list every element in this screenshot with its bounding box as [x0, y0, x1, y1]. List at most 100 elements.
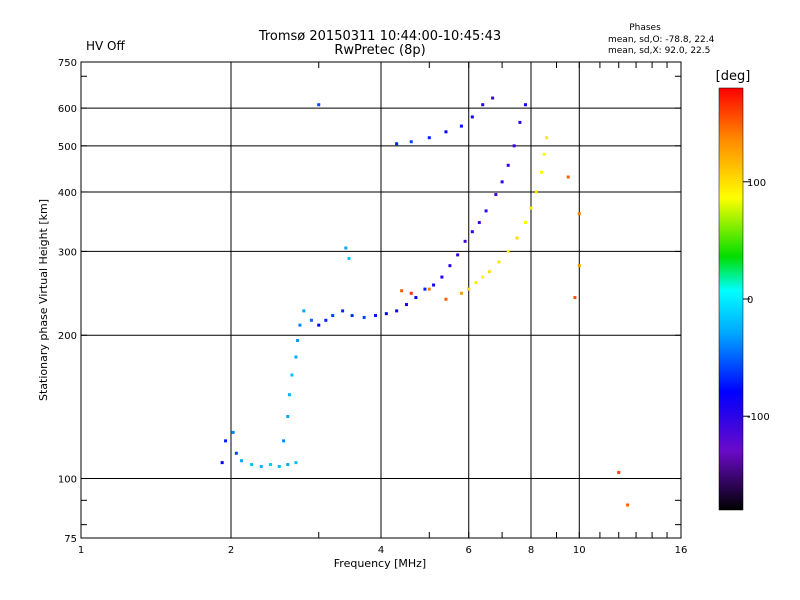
data-point-x — [573, 296, 577, 300]
data-point-x — [566, 175, 570, 179]
data-point-o — [220, 461, 224, 465]
data-point-o — [374, 314, 378, 318]
data-point-o — [287, 393, 291, 397]
data-point-o — [286, 463, 290, 467]
data-point-o — [231, 430, 235, 434]
data-point-o — [477, 221, 481, 225]
data-point-o — [494, 193, 498, 197]
data-point-o — [395, 309, 399, 313]
data-point-o — [484, 209, 488, 213]
y-tick-label: 600 — [58, 104, 77, 115]
data-point-o — [294, 355, 298, 359]
data-point-o — [350, 314, 354, 318]
colorbar-tick-label: -100 — [747, 412, 770, 423]
data-point-o — [506, 163, 510, 167]
data-point-o — [317, 103, 321, 107]
y-tick-label: 75 — [64, 534, 77, 545]
data-point-o — [309, 318, 313, 322]
phase-stats-x: mean, sd,X: 92.0, 22.5 — [608, 46, 710, 56]
data-point-x — [409, 291, 413, 295]
y-tick-label: 500 — [58, 142, 77, 153]
data-point-x — [524, 221, 528, 225]
data-point-o — [456, 253, 460, 257]
data-point-x — [427, 287, 431, 291]
data-point-o — [444, 130, 448, 134]
data-point-o — [470, 230, 474, 234]
data-point-o — [250, 463, 254, 467]
y-tick-label: 200 — [58, 331, 77, 342]
y-tick-label: 400 — [58, 188, 77, 199]
data-point-o — [459, 124, 463, 128]
phase-stats-o: mean, sd,O: -78.8, 22.4 — [608, 35, 715, 45]
data-point-o — [384, 312, 388, 316]
data-point-o — [294, 461, 298, 465]
x-tick-label: 10 — [573, 545, 586, 556]
phase-stats-title: Phases — [629, 23, 661, 33]
data-point-x — [459, 291, 463, 295]
data-point-x — [497, 260, 501, 264]
data-point-o — [524, 103, 528, 107]
data-point-o — [404, 303, 408, 307]
data-point-o — [470, 115, 474, 119]
data-point-o — [347, 256, 351, 260]
data-point-o — [409, 140, 413, 144]
data-point-o — [240, 459, 244, 463]
y-tick-label: 300 — [58, 247, 77, 258]
plot-area: 1 2 4 6 8 10 16 75 100 200 300 400 500 600 750 — [58, 58, 687, 556]
chart-title: Tromsø 20150311 10:44:00-10:45:43 — [258, 29, 501, 44]
data-point-o — [290, 373, 294, 377]
data-point-o — [481, 103, 485, 107]
x-tick-label: 4 — [378, 545, 384, 556]
data-points — [220, 96, 630, 507]
colorbar-ticks: 100 0 -100 — [743, 178, 770, 423]
data-point-x — [577, 264, 581, 268]
data-point-x — [400, 289, 404, 293]
x-tick-label: 6 — [466, 545, 472, 556]
data-point-o — [282, 439, 286, 443]
colorbar-tick-label: 100 — [747, 178, 766, 189]
data-point-x — [506, 249, 510, 253]
data-point-o — [427, 136, 431, 140]
data-point-o — [224, 439, 228, 443]
data-point-x — [542, 152, 546, 156]
data-point-o — [302, 309, 306, 313]
x-tick-label: 16 — [675, 545, 688, 556]
data-point-o — [317, 323, 321, 327]
data-point-o — [414, 296, 418, 300]
colorbar-tick-label: 0 — [747, 295, 753, 306]
data-point-o — [440, 275, 444, 279]
data-point-x — [626, 503, 630, 507]
data-point-o — [448, 264, 452, 268]
data-point-o — [463, 239, 467, 243]
data-point-x — [577, 212, 581, 216]
data-point-x — [540, 170, 544, 174]
x-axis-label: Frequency [MHz] — [334, 557, 426, 570]
y-tick-label: 750 — [58, 58, 77, 69]
axis-ticks: 1 2 4 6 8 10 16 75 100 200 300 400 500 600 750 — [58, 58, 687, 556]
data-point-o — [277, 464, 281, 468]
colorbar: [deg] 100 0 -100 — [716, 69, 770, 511]
x-tick-label: 2 — [228, 545, 234, 556]
data-point-o — [423, 287, 427, 291]
data-point-o — [268, 463, 272, 467]
data-point-o — [512, 144, 516, 148]
data-point-o — [395, 142, 399, 146]
data-point-o — [286, 414, 290, 418]
x-tick-label: 1 — [78, 545, 84, 556]
data-point-o — [341, 309, 345, 313]
data-point-x — [467, 287, 471, 291]
data-point-x — [474, 281, 478, 285]
data-point-o — [432, 283, 436, 287]
data-point-o — [298, 323, 302, 327]
y-tick-label: 100 — [58, 475, 77, 486]
data-point-o — [518, 120, 522, 124]
data-point-x — [529, 206, 533, 210]
data-point-o — [500, 180, 504, 184]
colorbar-gradient — [718, 87, 744, 511]
data-point-x — [534, 190, 538, 194]
data-point-o — [296, 338, 300, 342]
data-point-o — [344, 246, 348, 250]
grid — [81, 62, 681, 538]
y-axis-label: Stationary phase Virtual Height [km] — [37, 199, 50, 401]
